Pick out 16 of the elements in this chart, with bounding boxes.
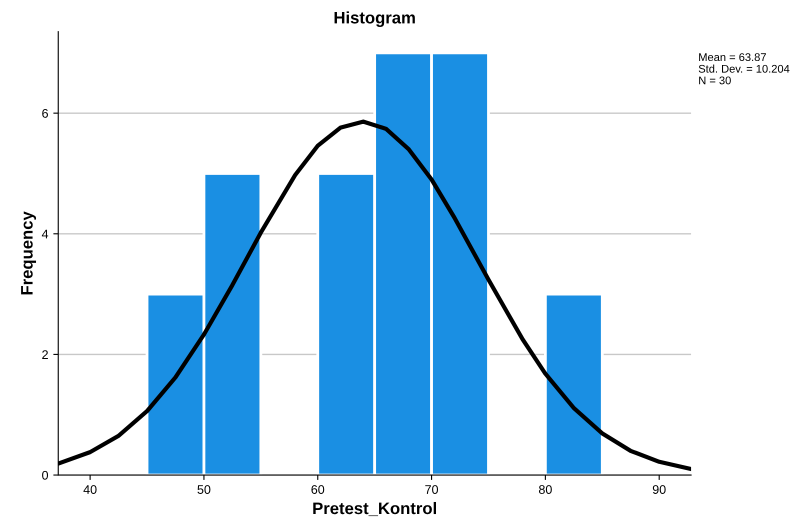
text: Std. Dev. = 10.204 <box>698 64 790 73</box>
x-tick-label: 80 <box>538 485 552 494</box>
y-tick-label: 4 <box>42 230 48 238</box>
x-tick-label: 70 <box>425 485 438 494</box>
x-tick-label: 40 <box>83 485 97 494</box>
y-tick-label: 2 <box>42 350 48 359</box>
y-tick-label: 6 <box>42 108 48 118</box>
x-tick-label: 90 <box>652 485 666 494</box>
y-axis-title: Frequency <box>21 211 36 294</box>
x-tick-label: 60 <box>311 485 324 494</box>
text: N = 30 <box>699 76 731 84</box>
text: Mean = 63.87 <box>699 53 766 62</box>
x-axis-title: Pretest_Kontrol <box>313 502 436 516</box>
y-tick-label: 0 <box>42 470 48 480</box>
chart-title: Histogram <box>334 11 415 27</box>
x-tick-label: 50 <box>197 485 210 494</box>
